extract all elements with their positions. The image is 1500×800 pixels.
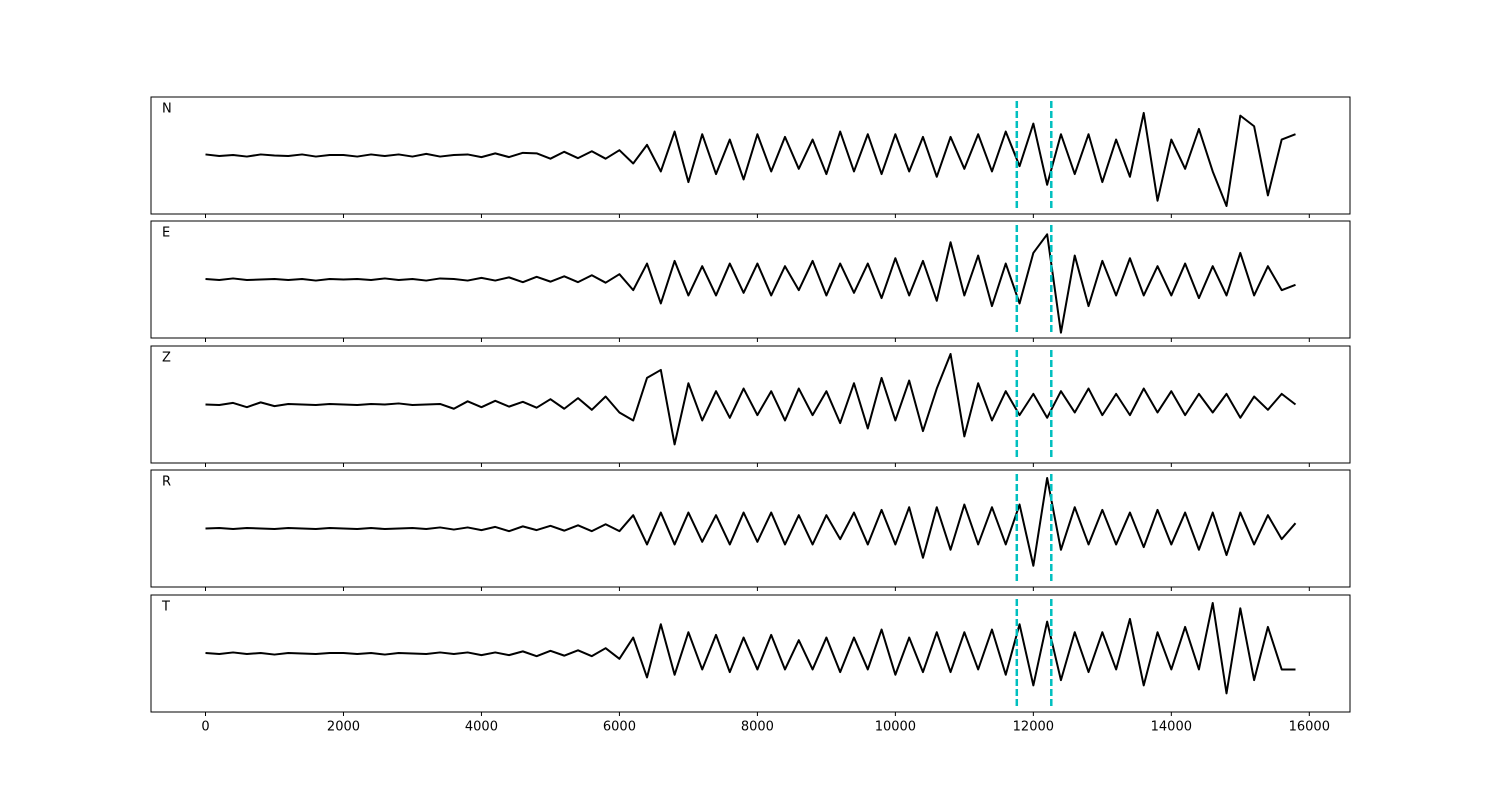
panel-frame xyxy=(150,469,1351,588)
x-tick-label: 14000 xyxy=(1151,720,1192,735)
trace xyxy=(205,111,1296,208)
panel-frame xyxy=(150,96,1351,215)
x-tick-label: 12000 xyxy=(1013,720,1054,735)
x-tick-label: 10000 xyxy=(875,720,916,735)
x-tick-label: 4000 xyxy=(465,720,498,735)
x-tick-label: 2000 xyxy=(327,720,360,735)
panel-frame xyxy=(150,594,1351,713)
trace xyxy=(205,601,1296,695)
panel-label: R xyxy=(162,475,171,490)
x-tick-label: 16000 xyxy=(1289,720,1330,735)
panel-frame xyxy=(150,220,1351,339)
panel-label: Z xyxy=(162,351,171,366)
x-tick-label: 6000 xyxy=(603,720,636,735)
panel-label: E xyxy=(162,226,170,241)
trace xyxy=(205,476,1297,567)
panel-frame xyxy=(150,345,1351,464)
x-tick-label: 8000 xyxy=(741,720,774,735)
trace xyxy=(205,352,1297,446)
panel-label: T xyxy=(161,600,170,615)
x-tick-label: 0 xyxy=(201,720,209,735)
panel-label: N xyxy=(162,102,172,117)
trace xyxy=(205,233,1296,334)
